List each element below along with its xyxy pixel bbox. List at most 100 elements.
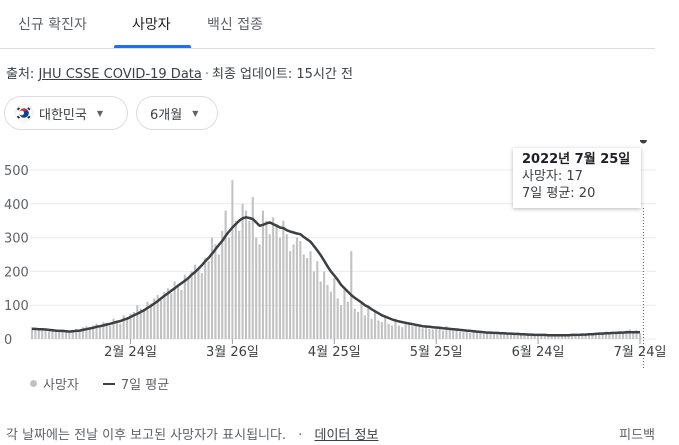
x-tick-label: 7월 24일 [614,345,667,360]
bar [523,334,526,339]
data-info-link[interactable]: 데이터 정보 [314,428,379,443]
bar [407,323,411,339]
bar [261,210,265,339]
bar [132,311,135,339]
y-tick-label: 0 [4,333,12,348]
bar [513,334,516,339]
bar [268,234,271,339]
bar [448,329,451,339]
bar [587,333,591,339]
bar [248,220,251,339]
bar [499,333,502,339]
bar [177,284,180,339]
period-dropdown[interactable]: 6개월 ▼ [136,96,218,130]
y-tick-label: 100 [4,299,29,314]
chart-tooltip: 2022년 7월 25일 사망자: 17 7일 평균: 20 [513,148,641,208]
tab-new-cases[interactable]: 신규 확진자 [18,17,87,33]
bar [520,334,523,339]
bar [581,333,584,339]
bar [411,326,414,339]
bar [275,224,278,339]
chevron-down-icon: ▼ [192,108,199,118]
bar [625,330,628,339]
x-tick-label: 5월 25일 [410,345,463,360]
y-tick-label: 500 [4,164,29,179]
bar [316,261,319,339]
bar [435,327,438,339]
bar [210,237,214,339]
bar [404,322,407,339]
bar [115,320,118,339]
bar [445,326,448,339]
bar [452,330,455,339]
bar [265,220,268,339]
bar [102,322,105,339]
bar [394,318,397,339]
bar [146,301,149,339]
bar [204,257,207,339]
bar [68,332,71,339]
tab-vaccination[interactable]: 백신 접종 [207,17,263,33]
bar [564,335,567,339]
tab-deaths[interactable]: 사망자 [132,17,171,33]
bar [244,210,248,339]
bar [390,325,394,339]
bar [537,334,540,339]
bar [156,295,159,339]
bar [496,332,499,339]
bar [428,328,431,339]
last-updated: 최종 업데이트: 15시간 전 [212,67,353,82]
bar [61,329,64,339]
bar [533,334,536,339]
bar [319,281,322,339]
bar [530,335,533,339]
bar [635,330,638,339]
bar [238,230,241,339]
bar [333,278,336,339]
bar [574,335,577,339]
bar [557,334,560,339]
deaths-chart[interactable]: 0 100 200 300 400 500 2월 24일 3월 26일 4월 25일 5월 25일… [0,140,679,370]
bar [526,334,529,339]
bar [289,251,292,339]
footer-separator: · [298,428,303,443]
bar [312,271,315,339]
bar [638,333,642,339]
bar [54,330,57,339]
region-dropdown[interactable]: 대한민국 ▼ [4,96,128,130]
bar [187,278,190,339]
bar [509,333,512,339]
bar [421,328,424,339]
bar [506,332,509,339]
feedback-link[interactable]: 피드백 [619,428,655,443]
bar [628,329,631,339]
bar [560,335,563,339]
bar [163,291,166,339]
bar [469,332,472,339]
bar [47,331,51,339]
bar [458,331,462,339]
legend-average-label: 7일 평균 [120,378,170,393]
bar [343,288,346,339]
bar [34,328,37,339]
period-label: 6개월 [150,107,183,123]
bar [272,217,275,339]
y-tick-label: 400 [4,198,29,213]
source-link[interactable]: JHU CSSE COVID-19 Data [38,67,202,82]
bar [136,305,139,339]
bar [306,257,309,339]
bar [58,332,61,339]
bar [200,273,203,339]
bar [129,313,132,339]
tooltip-average: 7일 평균: 20 [522,186,596,201]
bar [543,335,546,339]
bar [340,305,343,339]
bar [615,331,618,339]
bar [149,303,152,339]
bar [309,251,312,339]
bar [353,308,356,339]
x-tick-label: 3월 26일 [206,345,259,360]
bar [88,328,91,339]
legend-deaths-label: 사망자 [43,378,79,393]
bar [282,220,285,339]
